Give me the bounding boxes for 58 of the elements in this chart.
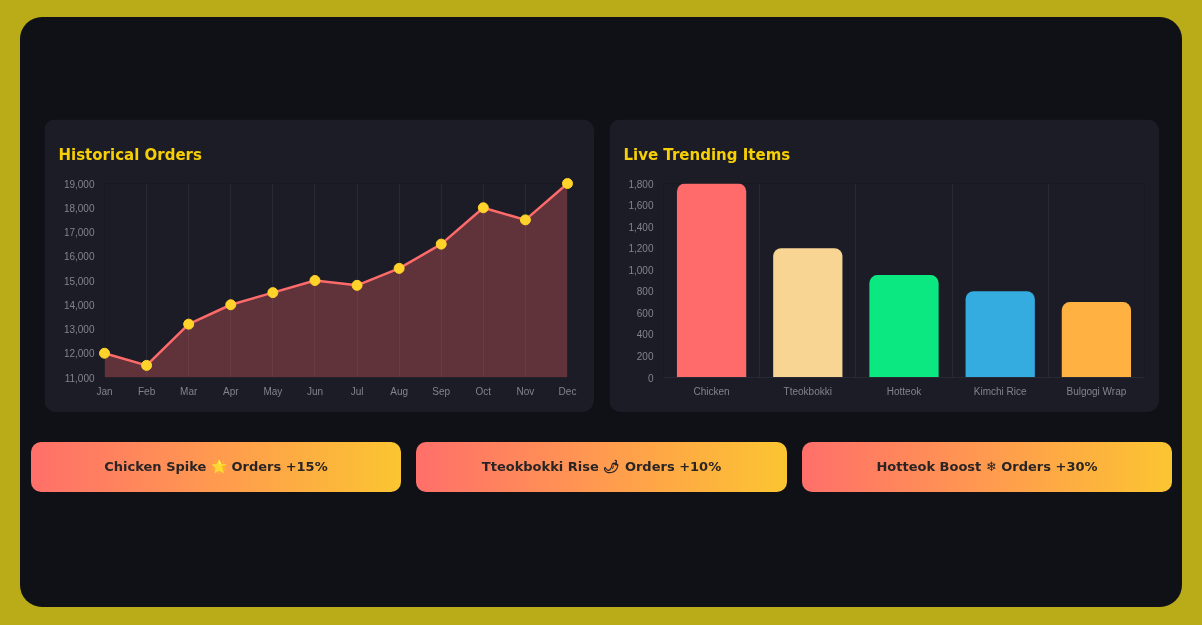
chart-title: Historical Orders — [58, 146, 202, 164]
y-tick-label: 12,000 — [63, 348, 95, 360]
x-tick-label: Oct — [475, 385, 492, 397]
point — [562, 178, 573, 189]
point — [99, 347, 110, 359]
y-tick-label: 18,000 — [63, 202, 95, 214]
x-tick-label: Sep — [432, 385, 451, 397]
text: Hotteok Boost ❄ Orders +30% — [876, 458, 1098, 476]
y-tick-label: 1,600 — [628, 200, 654, 212]
point — [393, 262, 405, 274]
x-tick-label: Hotteok — [886, 385, 923, 397]
y-tick-label: 400 — [636, 329, 654, 341]
text: Tteokbokki Rise 🌶 Orders +10% — [481, 458, 722, 476]
y-tick-label: 11,000 — [64, 372, 95, 384]
y-tick-label: 14,000 — [63, 299, 95, 311]
y-tick-label: 13,000 — [63, 324, 95, 335]
y-tick-label: 15,000 — [63, 275, 95, 287]
point — [309, 275, 321, 286]
text: Chicken Spike 🌟 Orders +15% — [104, 458, 328, 476]
chart-title: Live Trending Items — [623, 146, 791, 164]
bar — [1061, 302, 1132, 378]
bar — [869, 275, 939, 378]
x-tick-label: May — [263, 385, 283, 397]
y-tick-label: 17,000 — [63, 227, 95, 238]
y-tick-label: 1,800 — [628, 178, 654, 190]
y-tick-label: 0 — [647, 372, 654, 384]
y-tick-label: 600 — [636, 307, 654, 319]
y-tick-label: 800 — [636, 286, 654, 298]
y-tick-label: 19,000 — [63, 178, 95, 190]
x-tick-label: Aug — [390, 385, 409, 397]
x-tick-label: Jun — [306, 385, 324, 397]
bar — [773, 248, 843, 378]
y-tick-label: 16,000 — [63, 251, 95, 263]
x-tick-label: Nov — [516, 385, 535, 397]
y-tick-label: 1,200 — [628, 243, 654, 255]
point — [267, 287, 279, 299]
x-tick-label: Jan — [96, 385, 113, 397]
point — [351, 279, 363, 291]
point — [435, 238, 447, 250]
x-tick-label: Apr — [222, 385, 240, 397]
point — [141, 359, 153, 371]
x-tick-label: Bulgogi Wrap — [1066, 385, 1127, 397]
x-tick-label: Mar — [180, 385, 198, 397]
x-tick-label: Dec — [558, 385, 577, 397]
x-tick-label: Feb — [137, 385, 156, 397]
point — [183, 318, 195, 330]
point — [477, 202, 489, 214]
x-tick-label: Kimchi Rice — [973, 385, 1028, 397]
x-tick-label: Chicken — [693, 385, 730, 397]
point — [225, 299, 237, 311]
y-tick-label: 200 — [636, 350, 654, 362]
y-tick-label: 1,000 — [628, 264, 654, 276]
bar — [676, 183, 747, 378]
x-tick-label: Tteokbokki — [783, 385, 832, 397]
point — [519, 214, 531, 226]
x-tick-label: Jul — [350, 385, 364, 397]
bar — [965, 291, 1035, 378]
y-tick-label: 1,400 — [628, 221, 654, 233]
